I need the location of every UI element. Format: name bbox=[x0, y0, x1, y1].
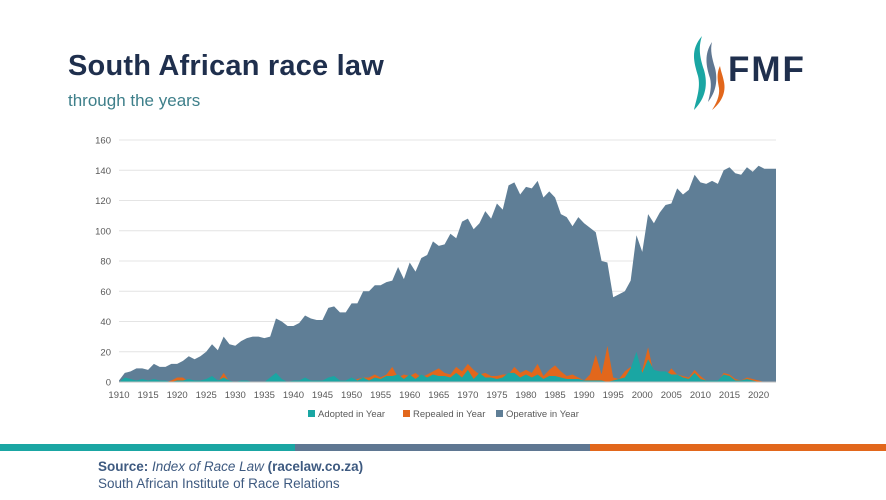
x-tick-label: 2010 bbox=[690, 390, 711, 401]
y-tick-label: 120 bbox=[95, 196, 111, 207]
page-title: South African race law bbox=[68, 50, 384, 82]
y-tick-label: 60 bbox=[100, 287, 111, 298]
x-tick-label: 2020 bbox=[748, 390, 769, 401]
y-tick-label: 80 bbox=[100, 257, 111, 268]
x-tick-label: 1995 bbox=[603, 390, 624, 401]
accent-bar-teal bbox=[0, 444, 295, 451]
legend-label: Repealed in Year bbox=[413, 409, 485, 420]
x-tick-label: 1965 bbox=[428, 390, 449, 401]
accent-bar-slate bbox=[295, 444, 590, 451]
y-tick-label: 160 bbox=[95, 136, 111, 147]
x-tick-label: 1980 bbox=[515, 390, 536, 401]
x-tick-label: 1950 bbox=[341, 390, 362, 401]
x-tick-label: 1935 bbox=[254, 390, 275, 401]
source-title: Index of Race Law bbox=[152, 459, 264, 474]
chart-areas bbox=[119, 165, 776, 382]
y-tick-label: 140 bbox=[95, 166, 111, 177]
legend-label: Adopted in Year bbox=[318, 409, 385, 420]
x-tick-label: 1930 bbox=[225, 390, 246, 401]
source-url: (racelaw.co.za) bbox=[267, 459, 364, 474]
y-axis: 0 20 40 60 80 100 120 140 160 bbox=[95, 136, 111, 389]
y-tick-label: 0 bbox=[106, 378, 111, 389]
x-tick-label: 1985 bbox=[544, 390, 565, 401]
x-tick-label: 1925 bbox=[196, 390, 217, 401]
fmf-logo: FMF bbox=[688, 32, 838, 112]
legend-swatch bbox=[403, 410, 410, 417]
x-tick-label: 1975 bbox=[486, 390, 507, 401]
x-axis: 1910 1915 1920 1925 1930 1935 1940 1945 1950 1955… bbox=[108, 381, 776, 401]
x-tick-label: 2005 bbox=[661, 390, 682, 401]
source-note: Source: Index of Race Law (racelaw.co.za… bbox=[98, 458, 363, 492]
x-tick-label: 1955 bbox=[370, 390, 391, 401]
x-tick-label: 1990 bbox=[574, 390, 595, 401]
y-tick-label: 40 bbox=[100, 317, 111, 328]
x-tick-label: 1940 bbox=[283, 390, 304, 401]
series-area-repealed-in-year bbox=[119, 345, 776, 382]
x-tick-label: 2015 bbox=[719, 390, 740, 401]
legend-swatch bbox=[496, 410, 503, 417]
source-label: Source: bbox=[98, 459, 149, 474]
x-tick-label: 1960 bbox=[399, 390, 420, 401]
page-subtitle: through the years bbox=[68, 91, 201, 110]
chart-legend: Adopted in Year Repealed in Year Operative… bbox=[308, 409, 579, 420]
x-tick-label: 2000 bbox=[632, 390, 653, 401]
y-tick-label: 100 bbox=[95, 226, 111, 237]
y-tick-label: 20 bbox=[100, 347, 111, 358]
accent-bar-orange bbox=[590, 444, 886, 451]
source-institute: South African Institute of Race Relation… bbox=[98, 476, 340, 491]
x-tick-label: 1970 bbox=[457, 390, 478, 401]
flame-icon bbox=[694, 36, 725, 110]
x-tick-label: 1910 bbox=[108, 390, 129, 401]
x-tick-label: 1945 bbox=[312, 390, 333, 401]
x-tick-label: 1920 bbox=[167, 390, 188, 401]
legend-label: Operative in Year bbox=[506, 409, 579, 420]
logo-text: FMF bbox=[728, 50, 806, 89]
legend-swatch bbox=[308, 410, 315, 417]
area-chart: 1910 1915 1920 1925 1930 1935 1940 1945 1950 1955… bbox=[95, 136, 776, 420]
x-tick-label: 1915 bbox=[138, 390, 159, 401]
series-area-operative-in-year bbox=[119, 165, 776, 382]
